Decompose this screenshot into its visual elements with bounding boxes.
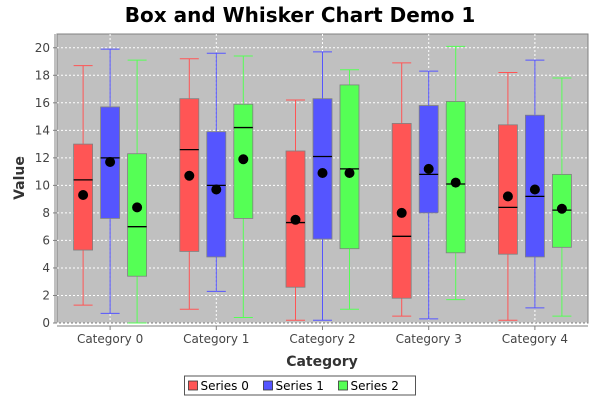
mean-marker	[344, 167, 355, 178]
legend-label: Series 2	[351, 379, 399, 393]
box-plot	[525, 59, 545, 309]
x-tick-label: Category 1	[183, 332, 249, 346]
x-tick-label: Category 4	[502, 332, 568, 346]
mean-marker	[423, 163, 434, 174]
x-tick-label: Category 2	[289, 332, 355, 346]
box-plot	[233, 55, 254, 318]
y-tick-label: 2	[42, 288, 50, 302]
chart-title: Box and Whisker Chart Demo 1	[125, 3, 476, 27]
mean-marker	[317, 167, 328, 178]
legend-item: Series 0	[188, 379, 249, 393]
box-plot	[179, 58, 200, 310]
box-plot	[552, 77, 572, 317]
x-axis-label: Category	[286, 354, 358, 370]
mean-marker	[211, 184, 222, 195]
y-tick-label: 16	[35, 96, 50, 110]
box-iqr	[418, 105, 439, 214]
y-tick-label: 12	[35, 151, 50, 165]
legend-swatch	[188, 380, 198, 391]
mean-marker	[529, 184, 540, 195]
box-iqr	[127, 153, 147, 277]
mean-marker	[502, 191, 513, 202]
box-plot	[73, 65, 93, 306]
box-series-group	[73, 45, 572, 324]
x-tick-label: Category 0	[77, 332, 143, 346]
mean-marker	[184, 170, 195, 181]
y-axis: 0 2 4 6 8 10 12 14 16 18 20	[35, 34, 57, 330]
y-tick-label: 4	[42, 261, 50, 275]
y-tick-label: 6	[42, 233, 50, 247]
box-plot	[418, 70, 439, 320]
legend-item: Series 2	[338, 379, 399, 393]
mean-marker	[105, 156, 116, 167]
box-plot	[312, 51, 333, 321]
mean-marker	[290, 214, 301, 225]
y-tick-label: 10	[35, 178, 50, 192]
box-plot	[339, 69, 360, 310]
box-iqr	[497, 124, 518, 255]
legend-box	[184, 375, 416, 396]
legend-label: Series 0	[201, 379, 249, 393]
box-plot	[497, 72, 518, 321]
box-plot	[391, 62, 412, 317]
box-plot	[206, 52, 227, 292]
x-axis: Category 0 Category 1 Category 2 Category 3…	[57, 325, 588, 346]
legend-swatch	[338, 380, 348, 391]
box-iqr	[445, 101, 466, 254]
box-plot	[100, 48, 120, 314]
mean-marker	[78, 190, 89, 201]
y-tick-label: 8	[42, 206, 50, 220]
x-tick-label: Category 3	[396, 332, 462, 346]
mean-marker	[450, 177, 461, 188]
legend-label: Series 1	[276, 379, 324, 393]
legend: Series 0 Series 1 Series 2	[184, 375, 416, 396]
y-axis-label: Value	[12, 156, 28, 200]
legend-item: Series 1	[263, 379, 324, 393]
y-tick-label: 14	[35, 123, 50, 137]
box-plot	[445, 45, 466, 301]
legend-swatch	[263, 380, 273, 391]
mean-marker	[132, 202, 143, 213]
mean-marker	[556, 203, 567, 214]
y-tick-label: 0	[42, 316, 50, 330]
box-iqr	[339, 84, 360, 250]
mean-marker	[396, 207, 407, 218]
box-plot	[127, 59, 147, 324]
y-tick-label: 20	[35, 41, 50, 55]
box-plot	[285, 99, 306, 321]
y-tick-label: 18	[35, 68, 50, 82]
mean-marker	[238, 154, 249, 165]
